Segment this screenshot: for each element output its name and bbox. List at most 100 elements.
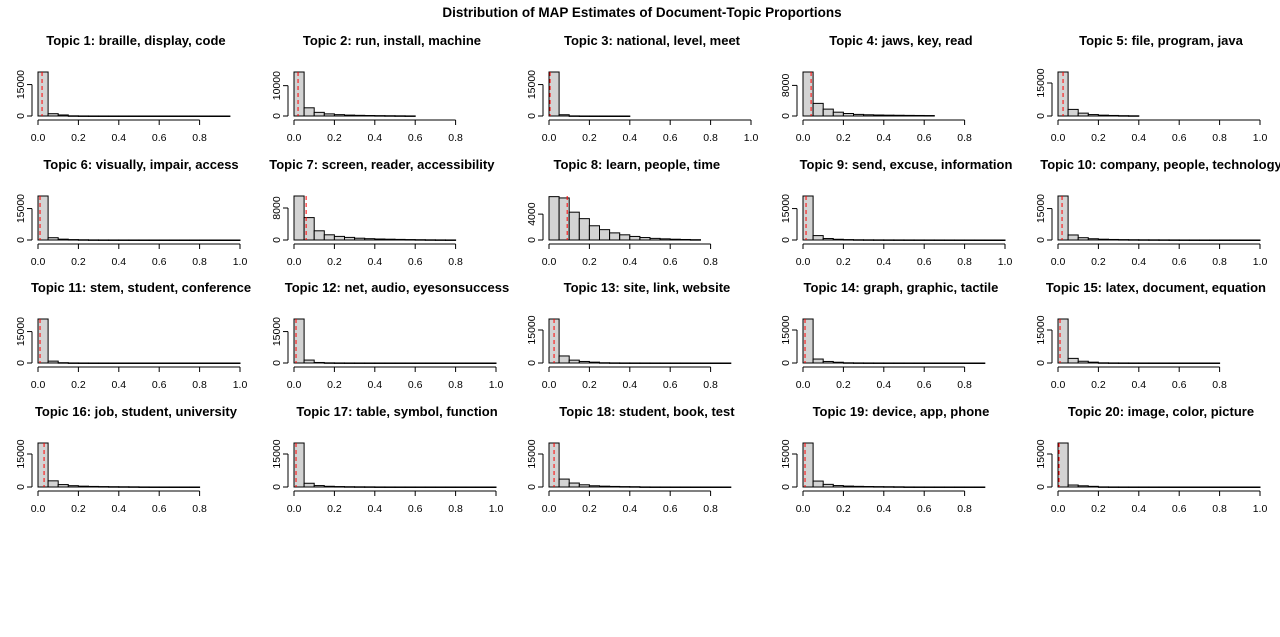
histogram-panel: Topic 17: table, symbol, function 0.0 0.2 0…: [271, 404, 503, 515]
histogram-bar: [303, 482, 315, 488]
histogram-bar: [313, 230, 325, 241]
histogram-bar: [434, 486, 446, 488]
histogram-bar: [974, 486, 986, 488]
histogram-bar: [229, 362, 241, 364]
x-tick-label: 0.4: [876, 503, 891, 515]
histogram-bar: [1209, 239, 1221, 241]
histogram-panel: Topic 4: jaws, key, read 0.0 0.2 0.4 0.6 0.8 0…: [780, 33, 973, 144]
histogram-bar: [118, 486, 130, 488]
histogram-bar: [118, 115, 130, 117]
x-tick-label: 1.0: [744, 132, 759, 144]
y-tick-label: 15000: [1035, 315, 1047, 344]
histogram-bar: [209, 362, 221, 364]
histogram-bar: [404, 115, 416, 117]
x-tick-label: 0.6: [1172, 379, 1187, 391]
histogram-bar: [629, 235, 641, 241]
histogram-panel: Topic 20: image, color, picture 0.0 0.2 0.4…: [1035, 404, 1267, 515]
histogram-bar: [88, 362, 100, 364]
histogram-bar: [578, 360, 590, 364]
x-tick-label: 0.6: [917, 503, 932, 515]
histogram-panel: Topic 18: student, book, test 0.0 0.2 0.4 0.…: [526, 404, 735, 515]
histogram-bar: [178, 486, 190, 488]
x-tick-label: 0.6: [408, 379, 423, 391]
histogram-bar: [313, 485, 325, 488]
histogram-bar: [333, 486, 345, 488]
histogram-bar: [619, 362, 631, 364]
x-tick-label: 0.6: [917, 256, 932, 268]
histogram-bar: [1168, 239, 1180, 241]
histogram-bar: [832, 361, 844, 364]
x-tick-label: 0.8: [192, 503, 207, 515]
histogram-bar: [1168, 362, 1180, 364]
histogram-bar: [47, 360, 59, 364]
histogram-bar: [689, 239, 702, 241]
x-tick-label: 0.4: [622, 256, 637, 268]
histogram-bar: [158, 239, 170, 241]
histogram-bar: [158, 486, 170, 488]
y-tick-label: 0: [1035, 237, 1047, 243]
x-tick-label: 0.8: [448, 256, 463, 268]
figure-title: Distribution of MAP Estimates of Documen…: [442, 5, 841, 20]
y-tick-label: 15000: [15, 317, 27, 346]
histogram-bar: [445, 362, 457, 364]
x-tick-label: 0.0: [31, 379, 46, 391]
panel-title: Topic 8: learn, people, time: [554, 157, 721, 172]
x-tick-label: 0.2: [582, 503, 597, 515]
histogram-bar: [802, 71, 814, 117]
x-tick-label: 0.2: [836, 256, 851, 268]
x-tick-label: 0.6: [663, 256, 678, 268]
histogram-bar: [873, 114, 885, 117]
histogram-bar: [67, 485, 79, 488]
histogram-bar: [609, 485, 621, 488]
histogram-bar: [313, 361, 325, 364]
histogram-bar: [679, 486, 691, 488]
histogram-bar: [822, 483, 834, 488]
histogram-bar: [108, 115, 120, 117]
histogram-bar: [943, 239, 956, 241]
x-tick-label: 0.8: [703, 132, 718, 144]
histogram-bar: [1118, 486, 1130, 488]
histogram-panel: Topic 7: screen, reader, accessibility 0.…: [269, 157, 495, 268]
panel-title: Topic 15: latex, document, equation: [1046, 280, 1266, 295]
histogram-bar: [1239, 486, 1251, 488]
histogram-bar: [669, 486, 681, 488]
histogram-bar: [720, 486, 732, 488]
x-tick-label: 0.6: [408, 256, 423, 268]
histogram-bar: [485, 486, 497, 488]
y-tick-label: 15000: [1035, 439, 1047, 468]
y-tick-label: 0: [780, 484, 792, 490]
histogram-bar: [842, 485, 855, 488]
histogram-bar: [414, 239, 426, 241]
histogram-bar: [37, 442, 49, 488]
histogram-panel: Topic 15: latex, document, equation 0.0 0.…: [1035, 280, 1266, 391]
histogram-bar: [37, 318, 49, 364]
x-tick-label: 0.4: [1131, 132, 1146, 144]
histogram-bar: [822, 238, 834, 241]
x-tick-label: 0.0: [542, 503, 557, 515]
histogram-bar: [303, 107, 315, 117]
panel-title: Topic 12: net, audio, eyesonsuccess: [285, 280, 509, 295]
histogram-bar: [77, 115, 90, 117]
x-tick-label: 1.0: [1253, 503, 1268, 515]
histogram-bar: [832, 485, 844, 488]
histogram-bar: [558, 114, 570, 117]
panel-title: Topic 7: screen, reader, accessibility: [269, 157, 495, 172]
histogram-bar: [1067, 357, 1079, 364]
panel-title: Topic 3: national, level, meet: [564, 33, 741, 48]
y-tick-label: 15000: [780, 315, 792, 344]
histogram-bar: [568, 482, 580, 488]
histogram-bar: [1087, 361, 1099, 364]
panel-title: Topic 2: run, install, machine: [303, 33, 481, 48]
histogram-bar: [1128, 362, 1140, 364]
histogram-bar: [77, 239, 90, 241]
x-tick-label: 0.2: [582, 132, 597, 144]
panel-title: Topic 14: graph, graphic, tactile: [804, 280, 999, 295]
x-tick-label: 0.6: [1172, 256, 1187, 268]
histogram-bar: [1239, 239, 1251, 241]
histogram-bar: [209, 239, 221, 241]
histogram-bar: [802, 195, 814, 241]
y-tick-label: 15000: [15, 70, 27, 99]
histogram-bar: [219, 362, 231, 364]
histogram-bar: [1249, 486, 1261, 488]
